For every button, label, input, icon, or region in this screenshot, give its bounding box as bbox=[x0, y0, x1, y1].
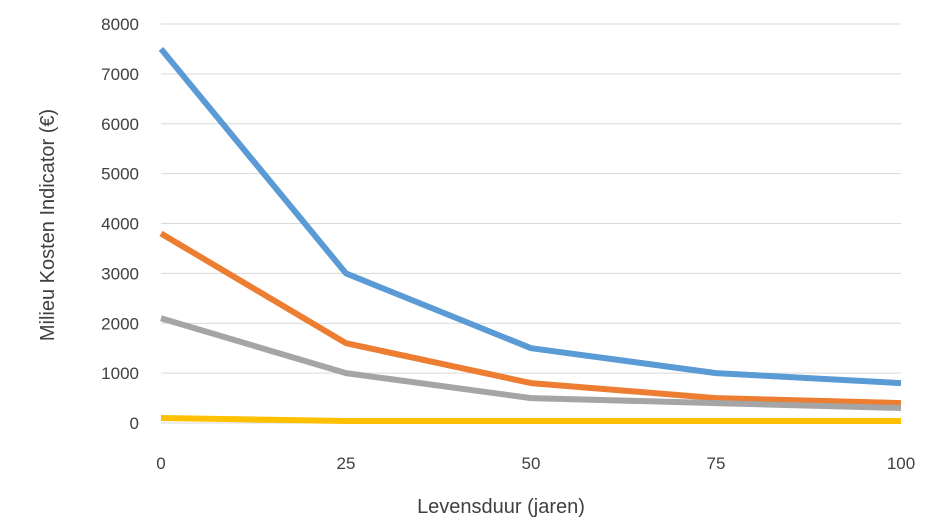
y-tick-label: 2000 bbox=[101, 314, 139, 333]
x-tick-label: 0 bbox=[156, 454, 165, 473]
x-tick-label: 100 bbox=[887, 454, 915, 473]
y-tick-label: 1000 bbox=[101, 364, 139, 383]
y-tick-label: 0 bbox=[130, 414, 139, 433]
y-axis-ticks: 0 1000 2000 3000 4000 5000 6000 7000 8000 bbox=[101, 15, 139, 433]
y-tick-label: 4000 bbox=[101, 215, 139, 234]
y-tick-label: 5000 bbox=[101, 165, 139, 184]
series-line-4 bbox=[160, 415, 901, 424]
x-axis-title: Levensduur (jaren) bbox=[417, 496, 585, 518]
x-tick-label: 75 bbox=[707, 454, 726, 473]
y-tick-label: 6000 bbox=[101, 115, 139, 134]
x-axis-ticks: 0 25 50 75 100 bbox=[156, 454, 915, 473]
gridlines bbox=[161, 23, 901, 424]
y-axis-title: Milieu Kosten Indicator (€) bbox=[37, 109, 59, 341]
x-tick-label: 25 bbox=[337, 454, 356, 473]
y-tick-label: 3000 bbox=[101, 264, 139, 283]
y-tick-label: 8000 bbox=[101, 15, 139, 34]
series-line-2 bbox=[159, 230, 902, 407]
series-line-3 bbox=[160, 315, 902, 411]
series-line-1 bbox=[158, 46, 902, 387]
x-tick-label: 50 bbox=[522, 454, 541, 473]
y-tick-label: 7000 bbox=[101, 65, 139, 84]
series-lines bbox=[158, 46, 902, 424]
